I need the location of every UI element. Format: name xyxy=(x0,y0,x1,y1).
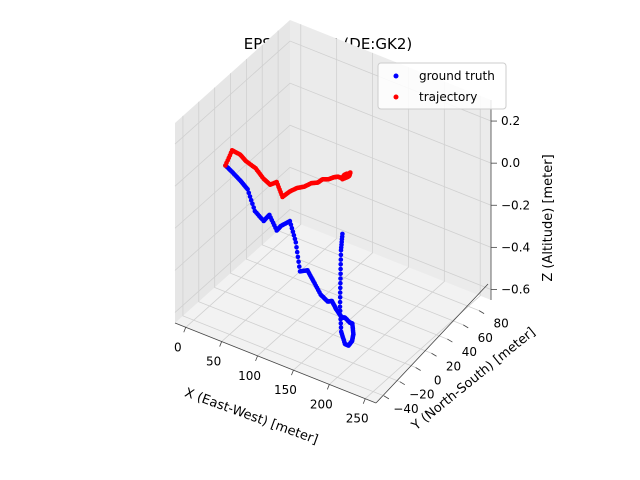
x-tick-label: 250 xyxy=(346,412,369,426)
point-ground-truth xyxy=(338,329,344,335)
x-gridline xyxy=(329,81,445,385)
y-tick-label: 60 xyxy=(478,331,493,345)
y-tick-mark xyxy=(415,367,421,371)
x-tick-label: 200 xyxy=(310,397,333,411)
point-ground-truth xyxy=(340,231,345,237)
x-tick-mark xyxy=(255,355,258,362)
z-gridline xyxy=(174,166,492,271)
y-tick-label: −20 xyxy=(409,388,434,402)
y-gridline xyxy=(261,44,464,326)
point-ground-truth xyxy=(289,225,295,231)
point-ground-truth xyxy=(338,312,343,318)
point-ground-truth xyxy=(294,249,300,255)
axes-3d xyxy=(174,20,492,404)
y-axis-line xyxy=(375,283,489,404)
point-trajectory xyxy=(340,176,345,182)
legend: ground truth trajectory xyxy=(377,62,507,110)
y-tick-mark xyxy=(399,381,405,386)
point-ground-truth xyxy=(247,194,253,199)
x-gridline xyxy=(293,67,409,371)
point-ground-truth xyxy=(337,290,343,295)
point-ground-truth xyxy=(337,308,343,314)
y-tick-mark xyxy=(383,395,390,400)
point-ground-truth xyxy=(337,299,343,305)
point-ground-truth xyxy=(288,222,294,227)
x-tick-label: 150 xyxy=(274,383,297,397)
z-tick-label: −0.4 xyxy=(501,240,530,254)
point-ground-truth xyxy=(338,257,344,262)
point-ground-truth xyxy=(290,229,296,235)
z-gridline xyxy=(174,82,492,187)
legend-label-ground-truth: ground truth xyxy=(419,69,495,83)
point-ground-truth xyxy=(338,325,344,330)
x-tick-mark xyxy=(183,327,187,333)
x-gridline xyxy=(185,24,302,328)
point-ground-truth xyxy=(293,240,299,245)
point-ground-truth xyxy=(287,218,293,224)
legend-box xyxy=(377,62,507,110)
point-ground-truth xyxy=(291,233,297,238)
x-axis-line xyxy=(174,322,377,404)
point-ground-truth xyxy=(294,245,299,250)
y-tick-label: −40 xyxy=(393,402,418,416)
point-ground-truth xyxy=(292,236,298,242)
tick-labels: 050100150200250−40−20020406080−0.6−0.4−0… xyxy=(174,114,530,426)
x-tick-mark xyxy=(291,369,294,376)
y-gridline xyxy=(182,115,385,397)
z-tick-label: 0.0 xyxy=(501,156,520,170)
y-tick-mark xyxy=(447,338,453,343)
point-ground-truth xyxy=(297,264,302,269)
x-tick-mark xyxy=(219,341,223,347)
x-tick-mark xyxy=(362,398,366,404)
x-gridline xyxy=(221,38,338,342)
point-ground-truth xyxy=(338,280,343,286)
x-tick-mark xyxy=(326,384,330,390)
x-gridline xyxy=(257,52,373,357)
legend-marker-ground-truth xyxy=(393,73,399,79)
z-tick-label: 0.2 xyxy=(501,114,520,128)
x-tick-label: 100 xyxy=(238,369,261,383)
point-ground-truth xyxy=(338,266,343,272)
point-ground-truth xyxy=(338,271,343,277)
point-ground-truth xyxy=(338,321,344,326)
point-ground-truth xyxy=(337,304,343,310)
x-tick-label: 0 xyxy=(174,340,182,354)
y-gridline xyxy=(245,59,448,340)
z-tick-label: −0.6 xyxy=(501,282,530,296)
point-ground-truth xyxy=(245,186,250,192)
point-ground-truth xyxy=(248,197,254,203)
point-ground-truth xyxy=(251,205,256,210)
data-points xyxy=(223,148,356,348)
point-ground-truth xyxy=(246,190,252,196)
y-tick-label: 40 xyxy=(462,345,477,359)
y-tick-mark xyxy=(478,310,485,314)
point-ground-truth xyxy=(338,285,343,291)
point-ground-truth xyxy=(338,276,343,281)
legend-label-trajectory: trajectory xyxy=(419,90,477,104)
y-gridline xyxy=(198,101,400,383)
y-tick-mark xyxy=(431,352,437,357)
y-gridline xyxy=(214,87,416,368)
legend-marker-trajectory xyxy=(393,94,399,100)
z-gridline xyxy=(174,124,492,229)
point-ground-truth xyxy=(338,316,343,322)
x-gridline xyxy=(364,95,481,400)
y-tick-label: 20 xyxy=(446,359,461,373)
point-ground-truth xyxy=(296,259,301,265)
z-axis-label: Z (Altitude) [meter] xyxy=(541,154,556,281)
y-tick-label: 0 xyxy=(434,373,442,387)
point-ground-truth xyxy=(338,262,344,267)
y-gridline xyxy=(230,73,432,354)
x-tick-label: 50 xyxy=(206,355,221,369)
point-ground-truth xyxy=(337,295,343,300)
z-tick-label: −0.2 xyxy=(501,198,530,212)
y-tick-mark xyxy=(463,324,469,329)
point-ground-truth xyxy=(295,254,301,260)
point-ground-truth xyxy=(338,252,344,258)
y-tick-label: 80 xyxy=(493,317,508,331)
z-gridline xyxy=(174,209,492,313)
point-ground-truth xyxy=(250,201,255,207)
